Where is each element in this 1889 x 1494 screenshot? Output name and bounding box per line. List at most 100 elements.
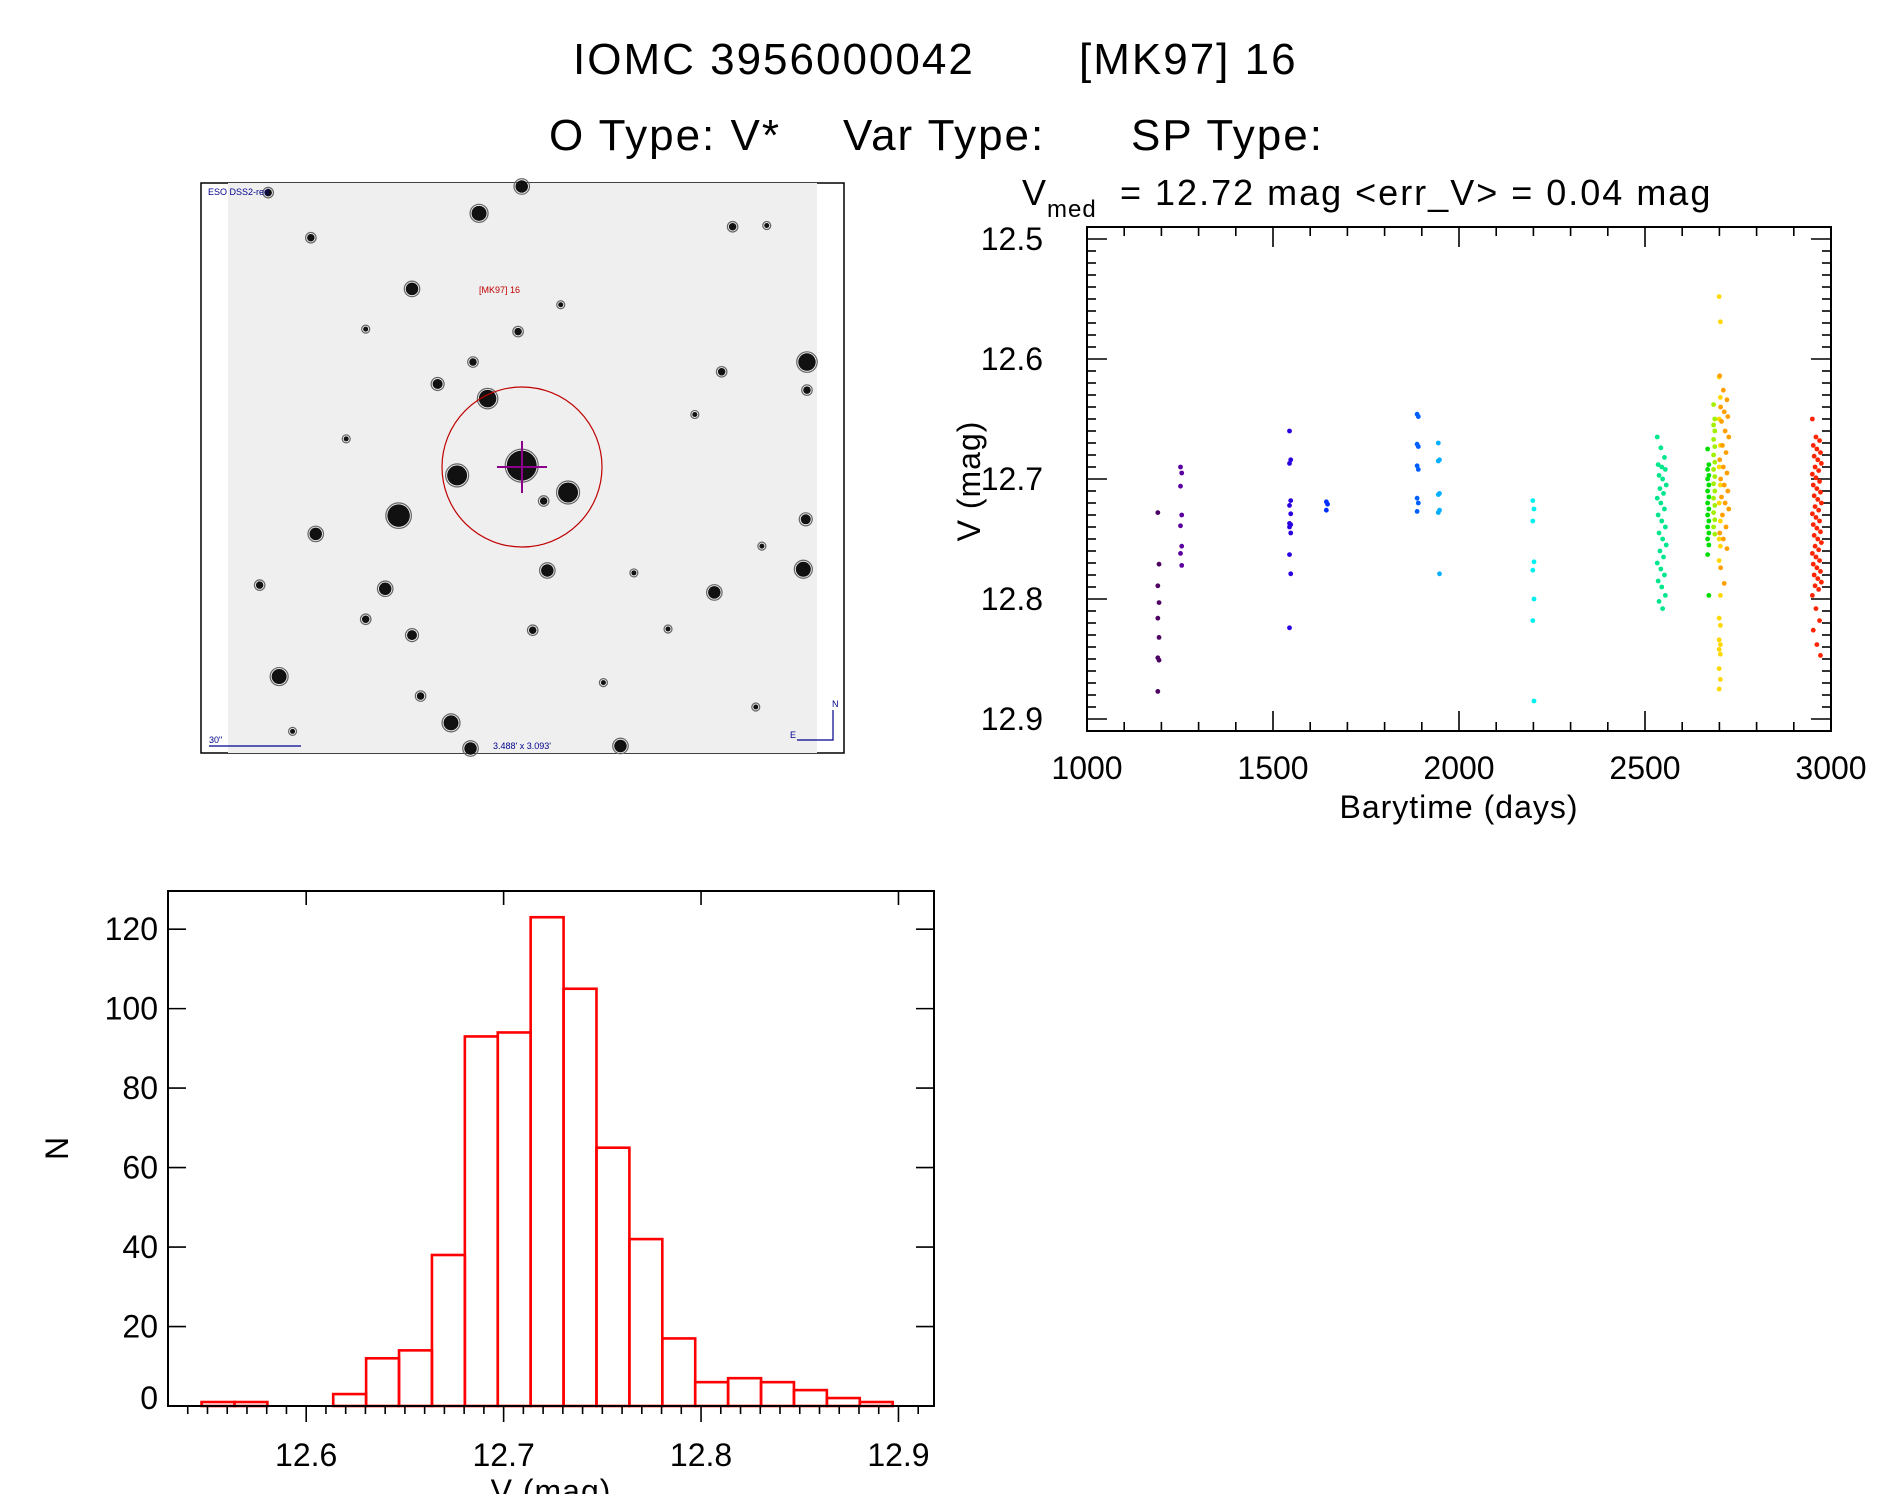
lc-data-point [1705, 446, 1711, 452]
lc-data-point [1818, 540, 1824, 545]
lc-data-point [1712, 416, 1718, 422]
finder-chart-image: ESO DSS2-red [MK97] 16 30" 3.488' x 3.09… [200, 178, 845, 757]
star [464, 742, 477, 755]
star [515, 180, 528, 193]
star-halo [513, 178, 531, 195]
lc-data-point [1814, 525, 1820, 531]
lc-data-point [1156, 635, 1162, 640]
histogram-bar [562, 987, 598, 1408]
star [528, 626, 537, 634]
histogram-bar [496, 1031, 532, 1408]
lc-y-tick-label: 12.5 [981, 221, 1043, 257]
lc-data-point [1811, 493, 1817, 499]
lc-data-point [1662, 572, 1667, 578]
histogram-bar [397, 1349, 434, 1408]
lc-data-point [1718, 476, 1724, 482]
lc-data-point [1156, 561, 1162, 567]
lc-data-point [1179, 563, 1185, 568]
lc-data-point [1662, 467, 1668, 472]
star-halo [262, 186, 275, 199]
histogram-bar [595, 1146, 631, 1408]
lc-data-point [1811, 533, 1817, 538]
star-halo [663, 624, 673, 634]
lc-data-point [1179, 512, 1185, 518]
lc-data-point [1717, 651, 1723, 657]
star [255, 581, 264, 589]
lc-data-point [1288, 571, 1294, 577]
lc-data-point [1654, 434, 1660, 440]
star [798, 353, 816, 371]
lc-data-point [1288, 530, 1294, 536]
lc-data-point [1660, 606, 1666, 611]
lc-data-point [1816, 468, 1822, 473]
lc-data-point [1818, 450, 1823, 455]
lc-data-point [1711, 495, 1716, 501]
lc-data-point [1717, 642, 1723, 647]
lc-data-point [1156, 600, 1162, 605]
lc-data-point [1719, 494, 1724, 500]
lc-data-point [1530, 498, 1536, 503]
lc-data-point [1723, 524, 1729, 530]
lc-data-point [1661, 554, 1666, 560]
star [800, 514, 811, 525]
histogram-bar [628, 1237, 664, 1408]
compass-icon [797, 710, 834, 741]
lc-x-tick-label: 2000 [1423, 750, 1494, 786]
lc-data-point [1717, 530, 1723, 536]
lc-data-point [1717, 593, 1723, 598]
lc-data-point [1657, 486, 1663, 491]
lc-data-point [1717, 518, 1723, 524]
lc-y-tick-label: 12.6 [981, 341, 1043, 377]
histogram-bar [792, 1388, 829, 1408]
lc-data-point [1705, 488, 1711, 494]
lc-data-point [1717, 395, 1723, 400]
east-label: E [790, 730, 796, 740]
lc-data-point [1657, 548, 1663, 554]
lc-data-point [1531, 506, 1537, 512]
lc-data-point [1711, 402, 1716, 407]
object-type-label: O Type: V* [549, 111, 781, 160]
star [728, 222, 737, 231]
lc-data-point [1656, 473, 1662, 478]
lc-data-point [1712, 428, 1718, 434]
lc-data-point [1817, 618, 1822, 623]
lc-data-point [1811, 572, 1817, 578]
lc-data-point [1659, 464, 1665, 470]
lc-data-point [1725, 488, 1731, 494]
lc-data-point [1414, 509, 1420, 514]
lc-plot-frame [1086, 226, 1832, 732]
histogram-bar [331, 1392, 368, 1408]
star [753, 704, 759, 710]
star [514, 327, 522, 336]
target-circle [441, 386, 603, 548]
star [471, 205, 487, 221]
lc-data-point [1717, 623, 1723, 628]
lc-data-point [1817, 479, 1822, 484]
star [361, 615, 370, 624]
lc-data-point [1178, 551, 1183, 556]
lc-data-point [1530, 518, 1536, 524]
star [290, 728, 296, 734]
lc-data-point [1716, 500, 1722, 506]
star-halo [762, 220, 772, 231]
lc-data-point [1817, 558, 1822, 563]
hist-y-tick-label: 100 [105, 991, 158, 1027]
lc-data-point [1716, 558, 1722, 563]
star-halo [801, 384, 813, 396]
lc-data-point [1811, 453, 1817, 459]
star [717, 368, 726, 376]
star [708, 586, 721, 599]
field-size-label: 3.488' x 3.093' [493, 741, 551, 751]
hist-xlabel: V (mag) [491, 1473, 612, 1494]
hist-y-tick-label: 120 [105, 911, 158, 947]
lc-data-point [1712, 459, 1718, 465]
lc-data-point [1662, 455, 1667, 460]
lc-data-point [1812, 464, 1818, 470]
lc-data-point [1718, 565, 1724, 571]
star-halo [798, 512, 813, 527]
lc-data-point [1415, 500, 1421, 506]
lc-data-point [1660, 476, 1666, 482]
lc-data-point [1663, 542, 1669, 548]
hist-y-tick-label: 0 [140, 1380, 158, 1416]
lc-data-point [1720, 512, 1725, 518]
